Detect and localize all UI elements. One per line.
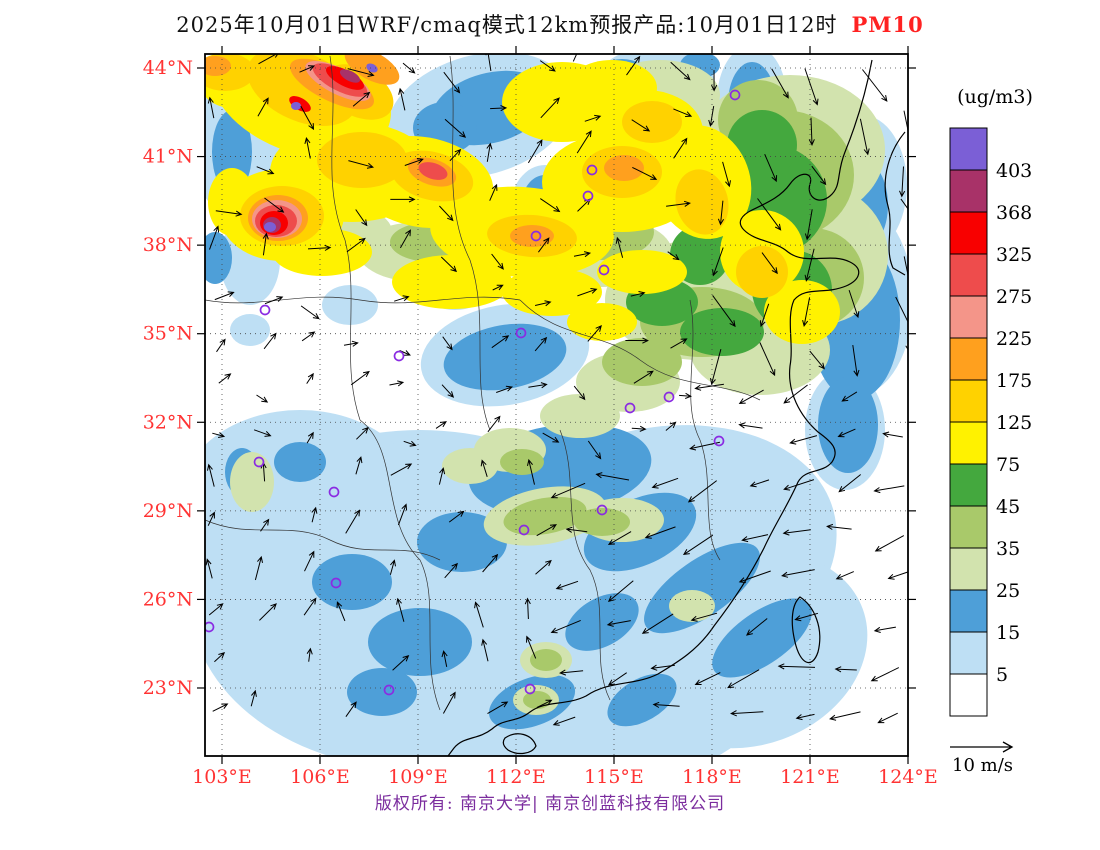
- lon-label: 115°E: [584, 766, 644, 788]
- city-marker: [518, 524, 530, 536]
- city-marker: [330, 577, 342, 589]
- colorbar-label: 35: [996, 538, 1020, 560]
- colorbar-segment: [949, 463, 988, 507]
- wind-vectors: [205, 54, 908, 726]
- city-marker: [393, 350, 405, 362]
- axis-labels: 44°N 41°N 38°N 35°N 32°N 29°N 26°N 23°N 103°E 106…: [143, 57, 938, 788]
- city-marker: [383, 684, 395, 696]
- lat-label: 32°N: [143, 411, 193, 433]
- colorbar-segment: [949, 505, 988, 549]
- lon-label: 124°E: [878, 766, 938, 788]
- city-marker: [713, 435, 725, 447]
- colorbar: 403 368 325 275 225 175 125 75 45 35 25 15 5: [949, 127, 1032, 717]
- colorbar-segment: [949, 169, 988, 213]
- map-frame: [204, 53, 909, 757]
- lat-label: 29°N: [143, 500, 193, 522]
- city-marker: [598, 264, 610, 276]
- axis-ticks: [197, 46, 916, 764]
- lat-label: 23°N: [143, 677, 193, 699]
- lat-label: 44°N: [143, 57, 193, 79]
- city-markers: [205, 89, 741, 696]
- lat-label: 38°N: [143, 234, 193, 256]
- province-boundaries: [205, 55, 761, 711]
- title-pollutant: PM10: [851, 12, 924, 37]
- lon-label: 118°E: [682, 766, 742, 788]
- lon-label: 109°E: [388, 766, 448, 788]
- city-marker: [582, 190, 594, 202]
- colorbar-segment: [949, 127, 988, 171]
- coastline: [447, 59, 906, 756]
- colorbar-segment: [949, 631, 988, 675]
- colorbar-label: 125: [996, 412, 1032, 434]
- colorbar-unit: (ug/m3): [957, 86, 1033, 108]
- city-marker: [253, 456, 265, 468]
- lon-label: 121°E: [780, 766, 840, 788]
- colorbar-label: 15: [996, 622, 1020, 644]
- lon-label: 112°E: [486, 766, 546, 788]
- city-marker: [259, 304, 271, 316]
- lon-label: 106°E: [290, 766, 350, 788]
- city-marker: [205, 621, 215, 633]
- city-marker: [586, 164, 598, 176]
- colorbar-segment: [949, 421, 988, 465]
- colorbar-segment: [949, 673, 988, 717]
- city-marker: [624, 402, 636, 414]
- lon-label: 103°E: [192, 766, 252, 788]
- colorbar-segment: [949, 253, 988, 297]
- city-marker: [524, 683, 536, 695]
- colorbar-label: 403: [996, 160, 1032, 182]
- colorbar-label: 75: [996, 454, 1020, 476]
- map-inner: [205, 54, 908, 756]
- colorbar-segment: [949, 547, 988, 591]
- colorbar-label: 225: [996, 328, 1032, 350]
- colorbar-label: 45: [996, 496, 1020, 518]
- pm10-field: [205, 54, 908, 756]
- lat-label: 26°N: [143, 588, 193, 610]
- city-marker: [596, 504, 608, 516]
- colorbar-segment: [949, 379, 988, 423]
- colorbar-label: 275: [996, 286, 1032, 308]
- colorbar-label: 325: [996, 244, 1032, 266]
- latlon-grid: [205, 54, 908, 756]
- colorbar-label: 175: [996, 370, 1032, 392]
- wind-reference-arrow: [950, 741, 1014, 753]
- city-marker: [515, 327, 527, 339]
- city-marker: [729, 89, 741, 101]
- colorbar-label: 368: [996, 202, 1032, 224]
- city-marker: [663, 391, 675, 403]
- copyright-text: 版权所有: 南京大学| 南京创蓝科技有限公司: [374, 794, 726, 814]
- colorbar-segment: [949, 337, 988, 381]
- wind-reference-label: 10 m/s: [952, 755, 1013, 776]
- colorbar-label: 5: [996, 664, 1008, 686]
- colorbar-segment: [949, 295, 988, 339]
- colorbar-label: 25: [996, 580, 1020, 602]
- lat-label: 35°N: [143, 323, 193, 345]
- city-marker: [328, 486, 340, 498]
- lat-label: 41°N: [143, 146, 193, 168]
- figure-title: 2025年10月01日WRF/cmaq模式12km预报产品:10月01日12时 P…: [0, 9, 1100, 39]
- colorbar-segment: [949, 589, 988, 633]
- colorbar-segment: [949, 211, 988, 255]
- city-marker: [530, 230, 542, 242]
- title-main: 2025年10月01日WRF/cmaq模式12km预报产品:10月01日12时: [176, 13, 838, 37]
